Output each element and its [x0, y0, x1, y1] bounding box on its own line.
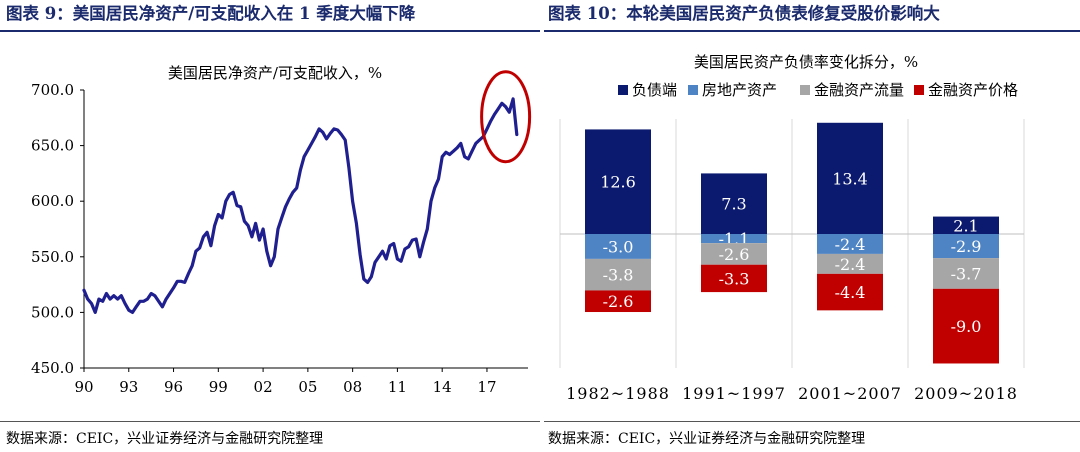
- bar-segment: [817, 234, 883, 254]
- bar-data-label: -2.6: [603, 292, 634, 311]
- bar-segment: [817, 273, 883, 311]
- bar-data-label: -2.6: [719, 245, 750, 264]
- bar-data-label: -9.0: [951, 317, 982, 336]
- net-worth-line-chart: 美国居民净资产/可支配收入，% 450.0 500.0 550.0 600.0 650.0…: [31, 64, 532, 396]
- category-label: 2001~2007: [798, 384, 902, 403]
- x-tick-label: 90: [74, 378, 93, 396]
- bar-data-label: -4.4: [835, 283, 866, 302]
- right-header-rule: [544, 30, 1080, 32]
- bar-data-label: 7.3: [721, 195, 746, 214]
- legend-label: 负债端: [632, 81, 677, 99]
- y-tick-label: 450.0: [31, 359, 74, 377]
- legend-swatch: [914, 85, 924, 95]
- bar-data-label: 13.4: [832, 169, 868, 188]
- bar-data-label: 12.6: [600, 173, 636, 192]
- x-tick-label: 08: [343, 378, 362, 396]
- right-chart-header: 图表 10：本轮美国居民资产负债表修复受股价影响大: [548, 4, 940, 23]
- legend-swatch: [688, 85, 698, 95]
- y-tick-label: 550.0: [31, 248, 74, 266]
- x-tick-label: 99: [209, 378, 228, 396]
- balance-sheet-stacked-bar-chart: 美国居民资产负债率变化拆分，% 负债端 房地产资产 金融资产流量 金融资产价格 12.6 -…: [559, 53, 1025, 403]
- bar-segment: [585, 234, 651, 259]
- bar-data-label: -3.0: [603, 237, 634, 256]
- bar-segment: [817, 122, 883, 234]
- legend-label: 金融资产价格: [928, 81, 1018, 99]
- bar-data-label: 2.1: [953, 216, 978, 235]
- bar-segment: [933, 288, 999, 364]
- y-tick-label: 650.0: [31, 137, 74, 155]
- right-footer-rule: [544, 421, 1080, 422]
- bar-data-label: -3.3: [719, 269, 750, 288]
- bar-data-label: -2.9: [951, 237, 982, 256]
- bar-segment: [585, 258, 651, 291]
- y-tick-label: 600.0: [31, 192, 74, 210]
- x-tick-label: 11: [388, 378, 407, 396]
- category-label: 1982~1988: [566, 384, 670, 403]
- bar-segment: [585, 129, 651, 234]
- bar-data-label: -3.8: [603, 266, 634, 285]
- bar-segment: [933, 234, 999, 259]
- x-tick-label: 17: [477, 378, 496, 396]
- legend-label: 房地产资产: [702, 81, 777, 99]
- bar-data-label: -2.4: [835, 235, 866, 254]
- bar-segment: [701, 173, 767, 234]
- bar-data-label: -3.7: [951, 264, 982, 283]
- bar-chart-title: 美国居民资产负债率变化拆分，%: [694, 53, 918, 71]
- category-label: 2009~2018: [914, 384, 1018, 403]
- bar-segment: [701, 234, 767, 244]
- bar-segment: [701, 243, 767, 265]
- x-tick-label: 05: [298, 378, 317, 396]
- legend-swatch: [618, 85, 628, 95]
- legend-swatch: [800, 85, 810, 95]
- bar-segment: [817, 253, 883, 274]
- net-worth-series-line: [82, 97, 519, 314]
- category-label: 1991~1997: [682, 384, 786, 403]
- right-data-source: 数据来源：CEIC，兴业证券经济与金融研究院整理: [548, 431, 866, 447]
- left-data-source: 数据来源：CEIC，兴业证券经济与金融研究院整理: [6, 431, 324, 447]
- x-tick-label: 96: [164, 378, 183, 396]
- x-tick-label: 14: [433, 378, 452, 396]
- left-footer-rule: [0, 421, 540, 422]
- x-tick-label: 93: [119, 378, 138, 396]
- highlight-circle: [480, 70, 532, 164]
- x-tick-label: 02: [254, 378, 273, 396]
- bar-segment: [933, 216, 999, 234]
- left-header-rule: [0, 30, 540, 32]
- bar-segment: [933, 258, 999, 289]
- y-tick-label: 500.0: [31, 303, 74, 321]
- legend-label: 金融资产流量: [814, 81, 904, 99]
- left-chart-header: 图表 9：美国居民净资产/可支配收入在 1 季度大幅下降: [6, 4, 416, 23]
- y-tick-label: 700.0: [31, 81, 74, 99]
- bar-data-label: -2.4: [835, 255, 866, 274]
- line-chart-title: 美国居民净资产/可支配收入，%: [168, 64, 382, 82]
- bar-segment: [585, 290, 651, 313]
- bar-segment: [701, 264, 767, 293]
